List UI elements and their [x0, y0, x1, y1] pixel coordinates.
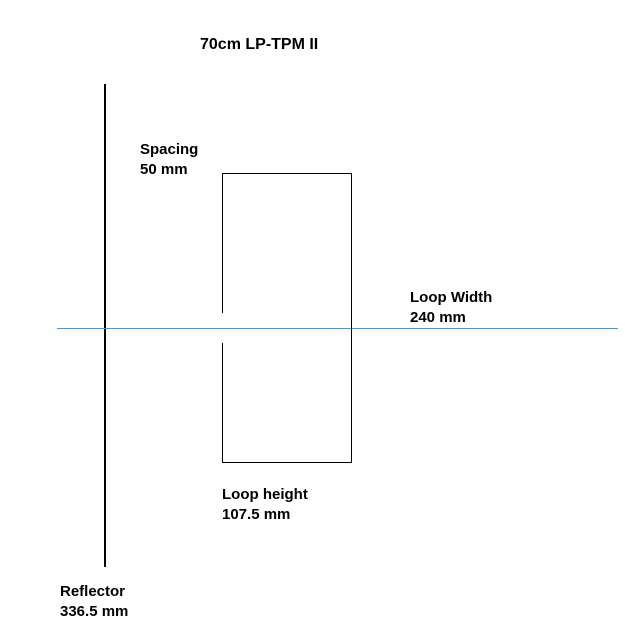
- reflector-label: Reflector 336.5 mm: [60, 582, 128, 623]
- spacing-label: Spacing 50 mm: [140, 140, 198, 181]
- loop-left-top: [222, 173, 223, 313]
- diagram-title: 70cm LP-TPM II: [200, 34, 318, 56]
- loop-width-label: Loop Width 240 mm: [410, 288, 492, 329]
- loop-left-bottom: [222, 343, 223, 463]
- reflector-line: [104, 84, 106, 567]
- loop-height-label: Loop height 107.5 mm: [222, 485, 308, 526]
- diagram-stage: 70cm LP-TPM II Spacing 50 mm Loop Width …: [0, 0, 644, 644]
- loop-rect: [222, 173, 352, 463]
